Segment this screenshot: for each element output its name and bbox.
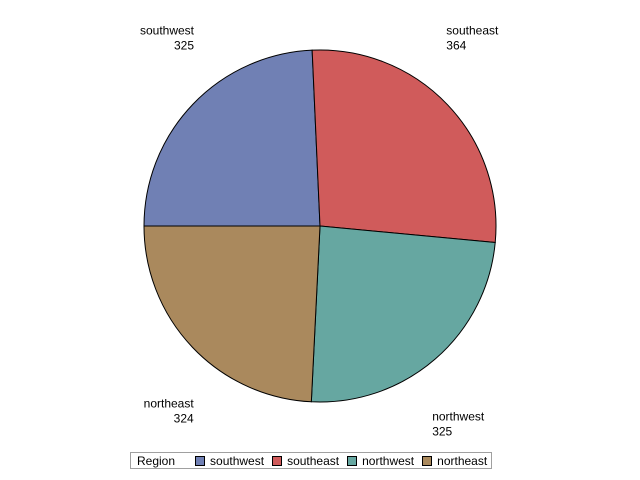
- slice-label-northwest: northwest: [432, 410, 485, 424]
- slice-value-northwest: 325: [432, 425, 452, 439]
- legend-item-southeast: southeast: [272, 454, 339, 468]
- legend-item-southwest: southwest: [195, 454, 264, 468]
- legend-label-northeast: northeast: [437, 453, 488, 468]
- pie-slice-northwest: [310, 225, 496, 403]
- slice-value-northeast: 324: [174, 411, 194, 425]
- legend-label-southeast: southeast: [287, 453, 340, 468]
- legend-swatch-northeast: [422, 455, 433, 466]
- pie-slice-southeast: [311, 49, 497, 244]
- legend-item-northeast: northeast: [422, 454, 487, 468]
- slice-label-southeast: southeast: [446, 24, 499, 38]
- legend: Region southwest southeast northwest northe…: [130, 452, 493, 469]
- legend-swatch-southwest: [195, 455, 206, 466]
- slice-value-southeast: 364: [446, 39, 466, 53]
- legend-swatch-northwest: [347, 455, 358, 466]
- legend-label-northwest: northwest: [362, 453, 415, 468]
- legend-swatch-southeast: [272, 455, 283, 466]
- legend-title: Region: [137, 453, 176, 468]
- legend-item-northwest: northwest: [347, 454, 414, 468]
- slice-label-northeast: northeast: [144, 396, 195, 410]
- pie-slice-northeast: [143, 225, 321, 403]
- slice-label-southwest: southwest: [140, 23, 195, 37]
- slice-value-southwest: 325: [174, 38, 194, 52]
- legend-label-southwest: southwest: [210, 453, 265, 468]
- pie-slice-southwest: [143, 49, 321, 227]
